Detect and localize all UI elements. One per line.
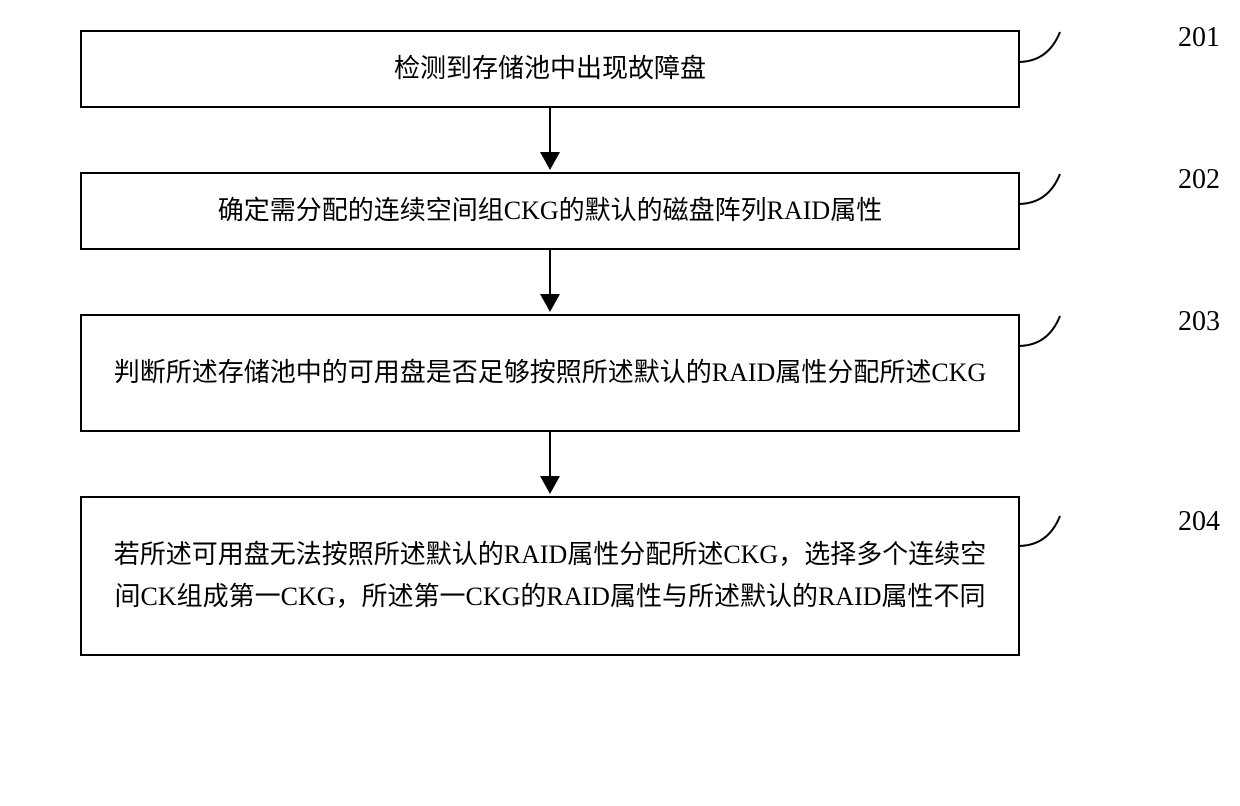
arrow-down-icon bbox=[80, 108, 1020, 172]
step-box-203: 判断所述存储池中的可用盘是否足够按照所述默认的RAID属性分配所述CKG bbox=[80, 314, 1020, 432]
step-text: 判断所述存储池中的可用盘是否足够按照所述默认的RAID属性分配所述CKG bbox=[114, 352, 986, 394]
connector-curve-icon bbox=[1018, 506, 1072, 556]
step-text: 确定需分配的连续空间组CKG的默认的磁盘阵列RAID属性 bbox=[218, 190, 882, 232]
step-text: 若所述可用盘无法按照所述默认的RAID属性分配所述CKG，选择多个连续空间CK组… bbox=[112, 534, 988, 617]
arrow-down-icon bbox=[80, 250, 1020, 314]
step-text: 检测到存储池中出现故障盘 bbox=[394, 48, 706, 90]
flowchart-container: 检测到存储池中出现故障盘 201 确定需分配的连续空间组CKG的默认的磁盘阵列R… bbox=[80, 30, 1160, 656]
arrow-down-icon bbox=[80, 432, 1020, 496]
step-box-201: 检测到存储池中出现故障盘 bbox=[80, 30, 1020, 108]
connector-curve-icon bbox=[1018, 22, 1072, 72]
step-box-202: 确定需分配的连续空间组CKG的默认的磁盘阵列RAID属性 bbox=[80, 172, 1020, 250]
step-box-204: 若所述可用盘无法按照所述默认的RAID属性分配所述CKG，选择多个连续空间CK组… bbox=[80, 496, 1020, 656]
connector-curve-icon bbox=[1018, 306, 1072, 356]
flow-step: 检测到存储池中出现故障盘 201 bbox=[80, 30, 1160, 108]
step-number: 201 bbox=[1178, 22, 1220, 54]
step-number: 203 bbox=[1178, 306, 1220, 338]
flow-step: 若所述可用盘无法按照所述默认的RAID属性分配所述CKG，选择多个连续空间CK组… bbox=[80, 496, 1160, 656]
flow-step: 判断所述存储池中的可用盘是否足够按照所述默认的RAID属性分配所述CKG 203 bbox=[80, 314, 1160, 432]
step-number: 204 bbox=[1178, 506, 1220, 538]
flow-step: 确定需分配的连续空间组CKG的默认的磁盘阵列RAID属性 202 bbox=[80, 172, 1160, 250]
connector-curve-icon bbox=[1018, 164, 1072, 214]
step-number: 202 bbox=[1178, 164, 1220, 196]
